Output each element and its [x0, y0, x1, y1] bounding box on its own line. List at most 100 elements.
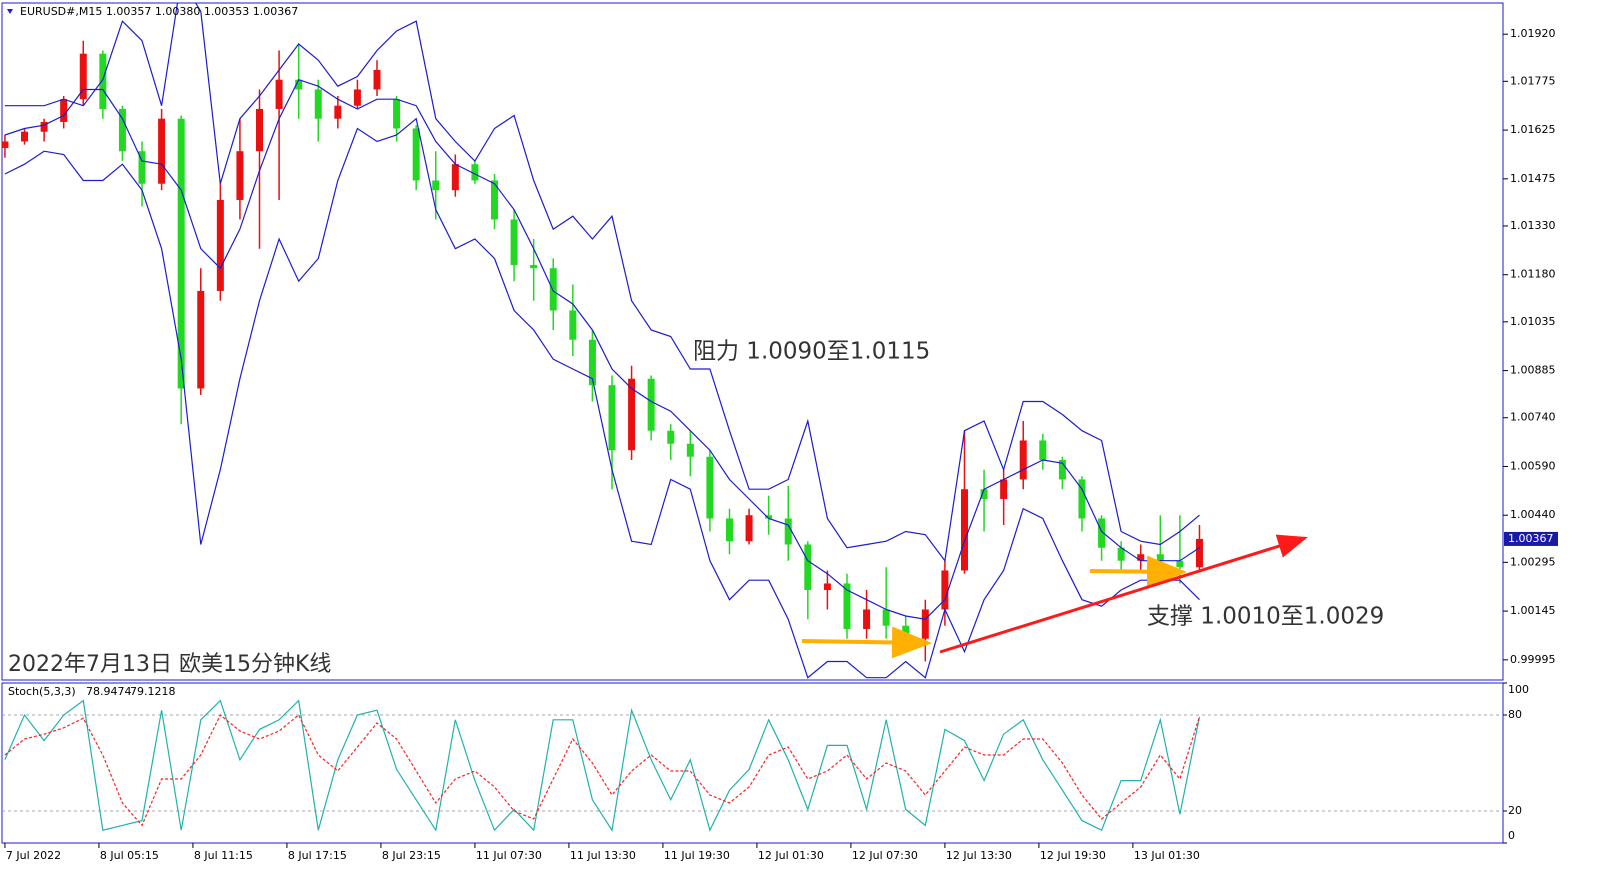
candle-body: [530, 264, 538, 269]
x-tick-label: 11 Jul 13:30: [570, 849, 636, 862]
annotation: 阻力 1.0090至1.0115: [693, 339, 930, 365]
x-tick-label: 11 Jul 19:30: [664, 849, 730, 862]
candle-body: [765, 515, 773, 519]
candle-body: [412, 128, 420, 181]
candle-body: [393, 99, 401, 129]
candle-body: [588, 339, 596, 386]
candle-body: [569, 310, 577, 340]
candle-body: [686, 443, 694, 457]
candle-body: [1078, 479, 1086, 519]
indicator-label: Stoch(5,3,3): [8, 685, 76, 698]
bollinger-band: [4, 117, 1200, 679]
annotation: 2022年7月13日 欧美15分钟K线: [8, 652, 331, 677]
candle-body: [843, 583, 851, 629]
y-tick-label: 1.00885: [1510, 364, 1556, 377]
candle-body: [40, 121, 48, 132]
candle-body: [960, 489, 968, 571]
candle-body: [491, 180, 499, 220]
current-price-box: [1504, 531, 1558, 546]
y-tick-label: 0: [1508, 829, 1515, 842]
candle-body: [1000, 479, 1008, 499]
y-tick-label: 1.01775: [1510, 74, 1556, 87]
candle-body: [745, 515, 753, 542]
x-tick-label: 11 Jul 07:30: [476, 849, 542, 862]
candle-body: [236, 151, 244, 200]
candle-body: [138, 151, 146, 184]
y-tick-label: 1.01330: [1510, 219, 1556, 232]
candle-body: [647, 378, 655, 431]
candle-body: [471, 164, 479, 181]
candle-body: [314, 89, 322, 119]
candle-body: [60, 99, 68, 122]
main-frame: [1, 2, 1504, 681]
y-tick-label: 1.01475: [1510, 172, 1556, 185]
price-plot: [2, 3, 1203, 679]
stoch-line: [4, 714, 1201, 827]
candle-body: [725, 518, 733, 542]
y-tick-label: 1.00590: [1510, 459, 1556, 472]
candle-body: [1039, 440, 1047, 460]
axes: 0.99995 1.00145 1.00295 1.00440 1.00590 1.007…: [4, 27, 1558, 862]
candle-body: [99, 53, 107, 109]
candle-body: [275, 79, 283, 109]
candle-body: [608, 385, 616, 451]
candle-body: [2, 141, 9, 148]
x-tick-label: 8 Jul 17:15: [288, 849, 347, 862]
x-tick-label: 12 Jul 01:30: [758, 849, 824, 862]
candle-body: [118, 108, 126, 152]
candle-body: [256, 108, 264, 152]
y-tick-label: 20: [1508, 804, 1522, 817]
candle-body: [628, 378, 636, 451]
x-tick-label: 13 Jul 01:30: [1134, 849, 1200, 862]
y-tick-label: 1.01920: [1510, 27, 1556, 40]
indicator-value: 79.1218: [130, 685, 176, 698]
y-tick-label: 1.00440: [1510, 508, 1556, 521]
candle-body: [1176, 560, 1184, 568]
candle-body: [177, 118, 185, 389]
y-tick-label: 80: [1508, 708, 1522, 721]
candle-body: [941, 570, 949, 610]
y-tick-label: 100: [1508, 683, 1529, 696]
x-tick-label: 12 Jul 07:30: [852, 849, 918, 862]
x-tick-label: 12 Jul 13:30: [946, 849, 1012, 862]
candle-body: [216, 199, 224, 291]
y-tick-label: 1.00295: [1510, 555, 1556, 568]
candle-body: [1058, 459, 1066, 480]
y-tick-label: 0.99995: [1510, 653, 1556, 666]
y-tick-label: 1.00145: [1510, 604, 1556, 617]
candle-body: [158, 118, 166, 184]
bollinger-band: [4, 3, 1200, 563]
candle-body: [21, 131, 29, 142]
stoch-plot: [2, 699, 1503, 832]
candle-body: [823, 583, 831, 590]
candle-body: [921, 609, 929, 639]
candle-body: [1156, 554, 1164, 561]
candle-body: [432, 180, 440, 191]
bollinger-band: [4, 78, 1200, 620]
candle-body: [1019, 440, 1027, 480]
candle-body: [510, 219, 518, 265]
candle-body: [334, 105, 342, 119]
support-arrow: [1089, 555, 1187, 588]
candle-body: [295, 79, 303, 90]
candle-body: [1195, 538, 1203, 568]
candle-body: [79, 53, 87, 100]
y-tick-label: 1.01625: [1510, 123, 1556, 136]
indicator-value: 78.9474: [86, 685, 132, 698]
stoch-line: [4, 699, 1201, 832]
candle-body: [549, 268, 557, 311]
stoch-frame: [1, 682, 1504, 844]
menu-triangle: [7, 9, 13, 14]
x-tick-label: 8 Jul 23:15: [382, 849, 441, 862]
support-arrow: [801, 626, 932, 659]
candle-body: [667, 430, 675, 444]
x-tick-label: 7 Jul 2022: [6, 849, 61, 862]
y-tick-label: 1.01035: [1510, 315, 1556, 328]
trend-arrow: [939, 534, 1308, 654]
candle-body: [902, 625, 910, 639]
candle-body: [980, 489, 988, 499]
x-tick-label: 8 Jul 11:15: [194, 849, 253, 862]
x-tick-label: 8 Jul 05:15: [100, 849, 159, 862]
